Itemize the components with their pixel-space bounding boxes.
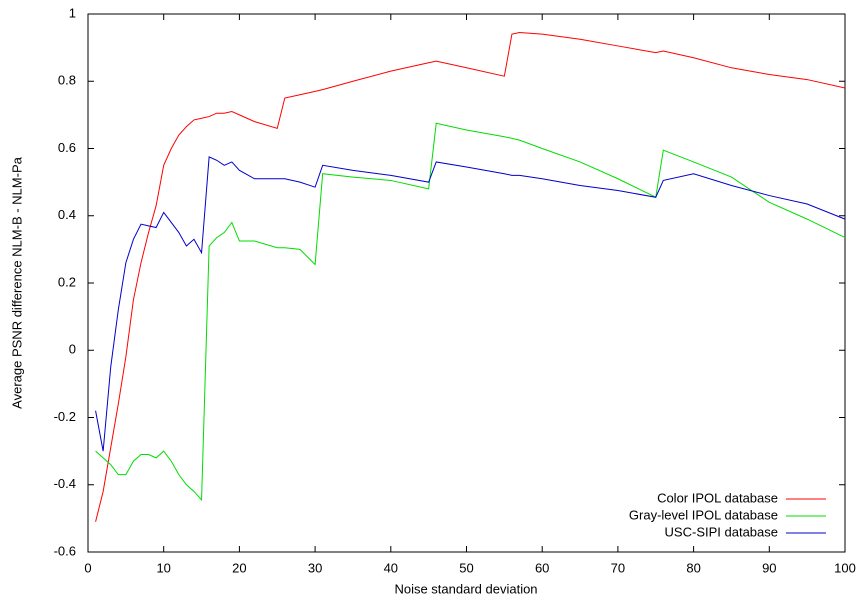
series-line xyxy=(95,156,846,452)
x-tick-label: 10 xyxy=(156,560,170,575)
y-tick-label: 0.2 xyxy=(58,274,76,289)
x-tick-label: 70 xyxy=(611,560,625,575)
y-tick-label: 0.8 xyxy=(58,73,76,88)
y-tick-label: -0.4 xyxy=(54,476,76,491)
x-tick-label: 100 xyxy=(834,560,856,575)
x-tick-label: 80 xyxy=(686,560,700,575)
y-tick-label: -0.2 xyxy=(54,409,76,424)
y-tick-label: 0 xyxy=(69,342,76,357)
x-tick-label: 50 xyxy=(459,560,473,575)
y-axis-label: Average PSNR difference NLM-B - NLM-Pa xyxy=(9,156,24,408)
x-tick-label: 0 xyxy=(84,560,91,575)
x-tick-label: 40 xyxy=(384,560,398,575)
x-axis-label: Noise standard deviation xyxy=(394,581,537,596)
x-tick-label: 20 xyxy=(232,560,246,575)
y-tick-label: 0.4 xyxy=(58,207,76,222)
x-tick-label: 60 xyxy=(535,560,549,575)
plot-frame xyxy=(87,13,846,553)
y-tick-label: 0.6 xyxy=(58,140,76,155)
legend-label: Color IPOL database xyxy=(657,490,778,505)
y-tick-label: 1 xyxy=(69,5,76,20)
series-line xyxy=(95,122,846,502)
legend-label: Gray-level IPOL database xyxy=(629,507,778,522)
y-tick-label: -0.6 xyxy=(54,543,76,558)
x-tick-label: 30 xyxy=(308,560,322,575)
series-line xyxy=(95,31,846,522)
x-tick-label: 90 xyxy=(762,560,776,575)
legend-label: USC-SIPI database xyxy=(665,524,778,539)
